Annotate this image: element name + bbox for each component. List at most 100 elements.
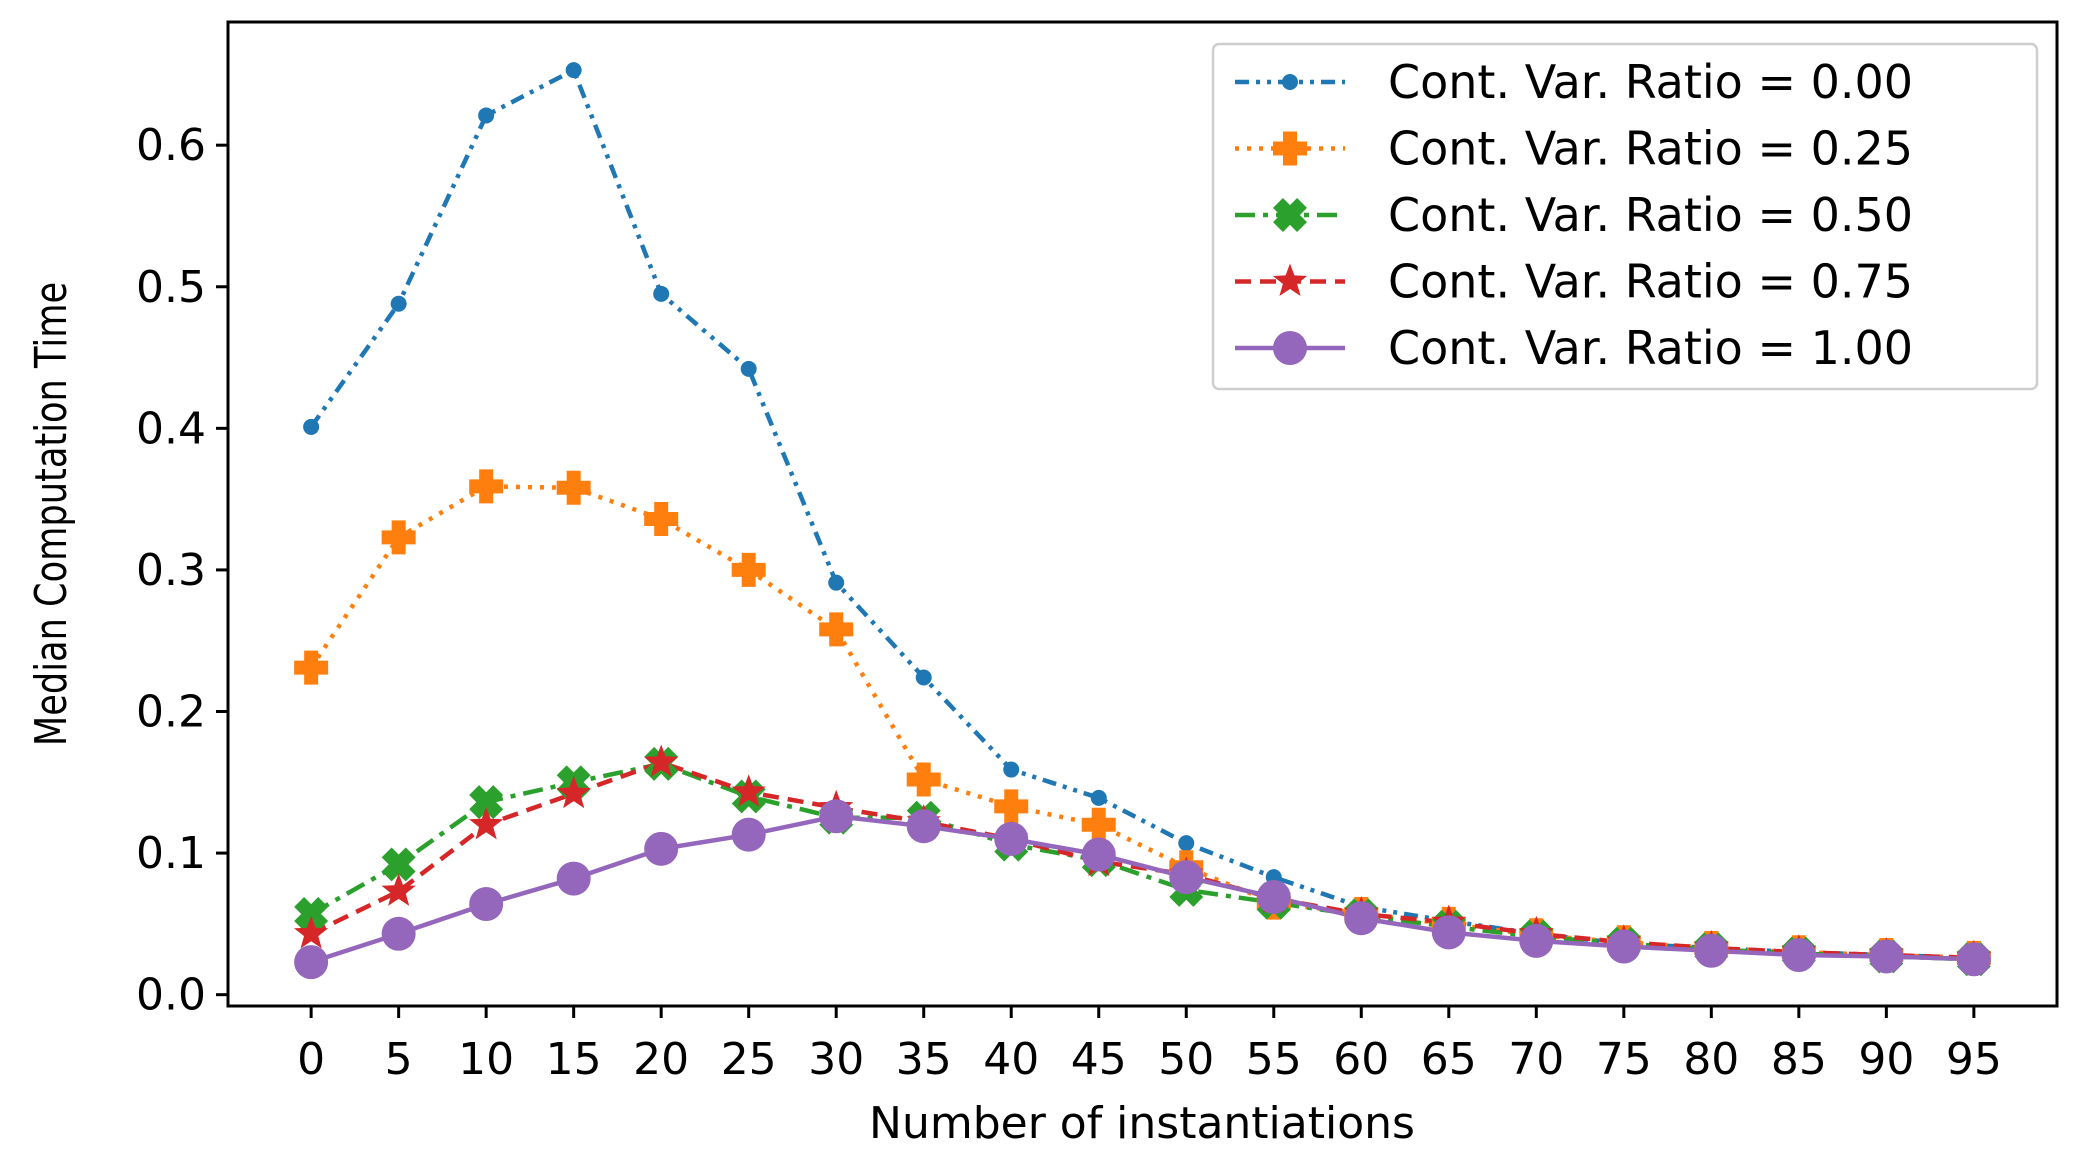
data-point — [390, 295, 407, 312]
data-point — [644, 501, 679, 536]
legend-label: Cont. Var. Ratio = 1.00 — [1388, 321, 1913, 375]
data-point — [915, 669, 932, 686]
data-point — [994, 789, 1029, 824]
x-tick-label: 25 — [721, 1034, 777, 1085]
x-tick-label: 55 — [1246, 1034, 1302, 1085]
data-point — [469, 806, 504, 840]
legend-item-cont-var-ratio-0-75: Cont. Var. Ratio = 0.75 — [1235, 255, 1913, 309]
x-tick-label: 15 — [546, 1034, 602, 1085]
x-tick-label: 85 — [1771, 1034, 1827, 1085]
legend-label: Cont. Var. Ratio = 0.00 — [1388, 55, 1913, 109]
data-point — [556, 861, 591, 896]
series-line-cont-var-ratio-0-00 — [309, 67, 1974, 961]
data-point — [381, 873, 416, 906]
series-points-cont-var-ratio-1-00 — [294, 799, 1991, 980]
data-point — [1003, 761, 1020, 778]
y-tick-label: 0.4 — [136, 403, 206, 454]
data-point — [906, 809, 941, 844]
x-tick-label: 50 — [1158, 1034, 1214, 1085]
series-markers — [294, 62, 1991, 980]
x-tick-label: 65 — [1421, 1034, 1477, 1085]
data-point — [1081, 837, 1116, 872]
data-point — [1256, 879, 1291, 914]
data-point — [644, 744, 679, 778]
legend-marker — [1273, 198, 1307, 232]
legend-label: Cont. Var. Ratio = 0.50 — [1388, 188, 1913, 242]
data-point — [906, 762, 941, 797]
x-tick-label: 20 — [633, 1034, 689, 1085]
data-point — [294, 650, 329, 685]
data-point — [381, 847, 416, 882]
y-tick-label: 0.0 — [136, 970, 206, 1021]
y-tick-label: 0.5 — [136, 262, 206, 313]
legend-item-cont-var-ratio-0-25: Cont. Var. Ratio = 0.25 — [1235, 122, 1913, 176]
data-point — [1694, 933, 1729, 968]
y-tick-label: 0.2 — [136, 687, 206, 738]
x-axis-ticks: 0 5 10 15 20 25 30 35 40 45 50 55 60 65 70 75 80 85 90 95 — [297, 1006, 2002, 1085]
legend-label: Cont. Var. Ratio = 0.25 — [1388, 122, 1913, 176]
data-point — [1519, 923, 1554, 958]
y-tick-label: 0.1 — [136, 828, 206, 879]
x-tick-label: 10 — [458, 1034, 514, 1085]
y-tick-label: 0.6 — [136, 120, 206, 171]
data-point — [1081, 807, 1116, 842]
data-point — [1090, 789, 1107, 806]
data-point — [478, 107, 495, 124]
data-point — [1169, 860, 1204, 895]
data-point — [565, 62, 582, 79]
data-point — [381, 916, 416, 951]
data-point — [556, 470, 591, 505]
y-axis-title: Median Computation Time — [26, 282, 77, 746]
x-tick-label: 30 — [808, 1034, 864, 1085]
x-tick-label: 80 — [1683, 1034, 1739, 1085]
data-point — [469, 887, 504, 922]
data-point — [294, 945, 329, 980]
x-tick-label: 95 — [1946, 1034, 2002, 1085]
data-point — [740, 360, 757, 377]
legend-marker — [1282, 74, 1298, 90]
data-point — [731, 774, 766, 807]
x-tick-label: 5 — [385, 1034, 413, 1085]
data-point — [644, 831, 679, 866]
legend-marker — [1272, 263, 1308, 297]
data-point — [994, 821, 1029, 856]
data-point — [819, 612, 854, 647]
x-tick-label: 35 — [896, 1034, 952, 1085]
data-point — [1781, 938, 1816, 973]
legend-marker — [1273, 131, 1307, 166]
x-tick-label: 90 — [1858, 1034, 1914, 1085]
data-point — [731, 817, 766, 852]
x-tick-label: 70 — [1508, 1034, 1564, 1085]
x-tick-label: 60 — [1333, 1034, 1389, 1085]
legend-marker — [1273, 331, 1307, 365]
data-point — [1431, 915, 1466, 950]
data-point — [469, 785, 504, 820]
x-tick-label: 75 — [1596, 1034, 1652, 1085]
data-point — [731, 552, 766, 587]
legend-box — [1211, 42, 2039, 391]
x-axis-title: Number of instantiations — [869, 1098, 1415, 1149]
x-tick-label: 45 — [1071, 1034, 1127, 1085]
legend-item-cont-var-ratio-0-50: Cont. Var. Ratio = 0.50 — [1235, 188, 1913, 242]
data-point — [469, 469, 504, 504]
legend-item-cont-var-ratio-0-00: Cont. Var. Ratio = 0.00 — [1235, 55, 1913, 109]
data-point — [1606, 929, 1641, 964]
x-tick-label: 40 — [983, 1034, 1039, 1085]
data-point — [381, 520, 416, 555]
data-point — [828, 574, 845, 591]
legend: Cont. Var. Ratio = 0.00 Cont. Var. Ratio … — [1211, 42, 2039, 391]
data-point — [1956, 942, 1991, 977]
data-point — [556, 775, 591, 809]
y-axis-ticks: 0.0 0.1 0.2 0.3 0.4 0.5 0.6 — [136, 120, 228, 1021]
data-point — [303, 418, 320, 435]
x-tick-label: 0 — [297, 1034, 325, 1085]
plot-frame — [226, 20, 2059, 1008]
data-point — [1869, 939, 1904, 974]
data-point — [1344, 901, 1379, 936]
data-point — [294, 915, 329, 949]
data-point — [653, 285, 670, 302]
data-point — [294, 897, 329, 931]
legend-item-cont-var-ratio-1-00: Cont. Var. Ratio = 1.00 — [1235, 321, 1913, 375]
data-point — [1178, 835, 1195, 852]
